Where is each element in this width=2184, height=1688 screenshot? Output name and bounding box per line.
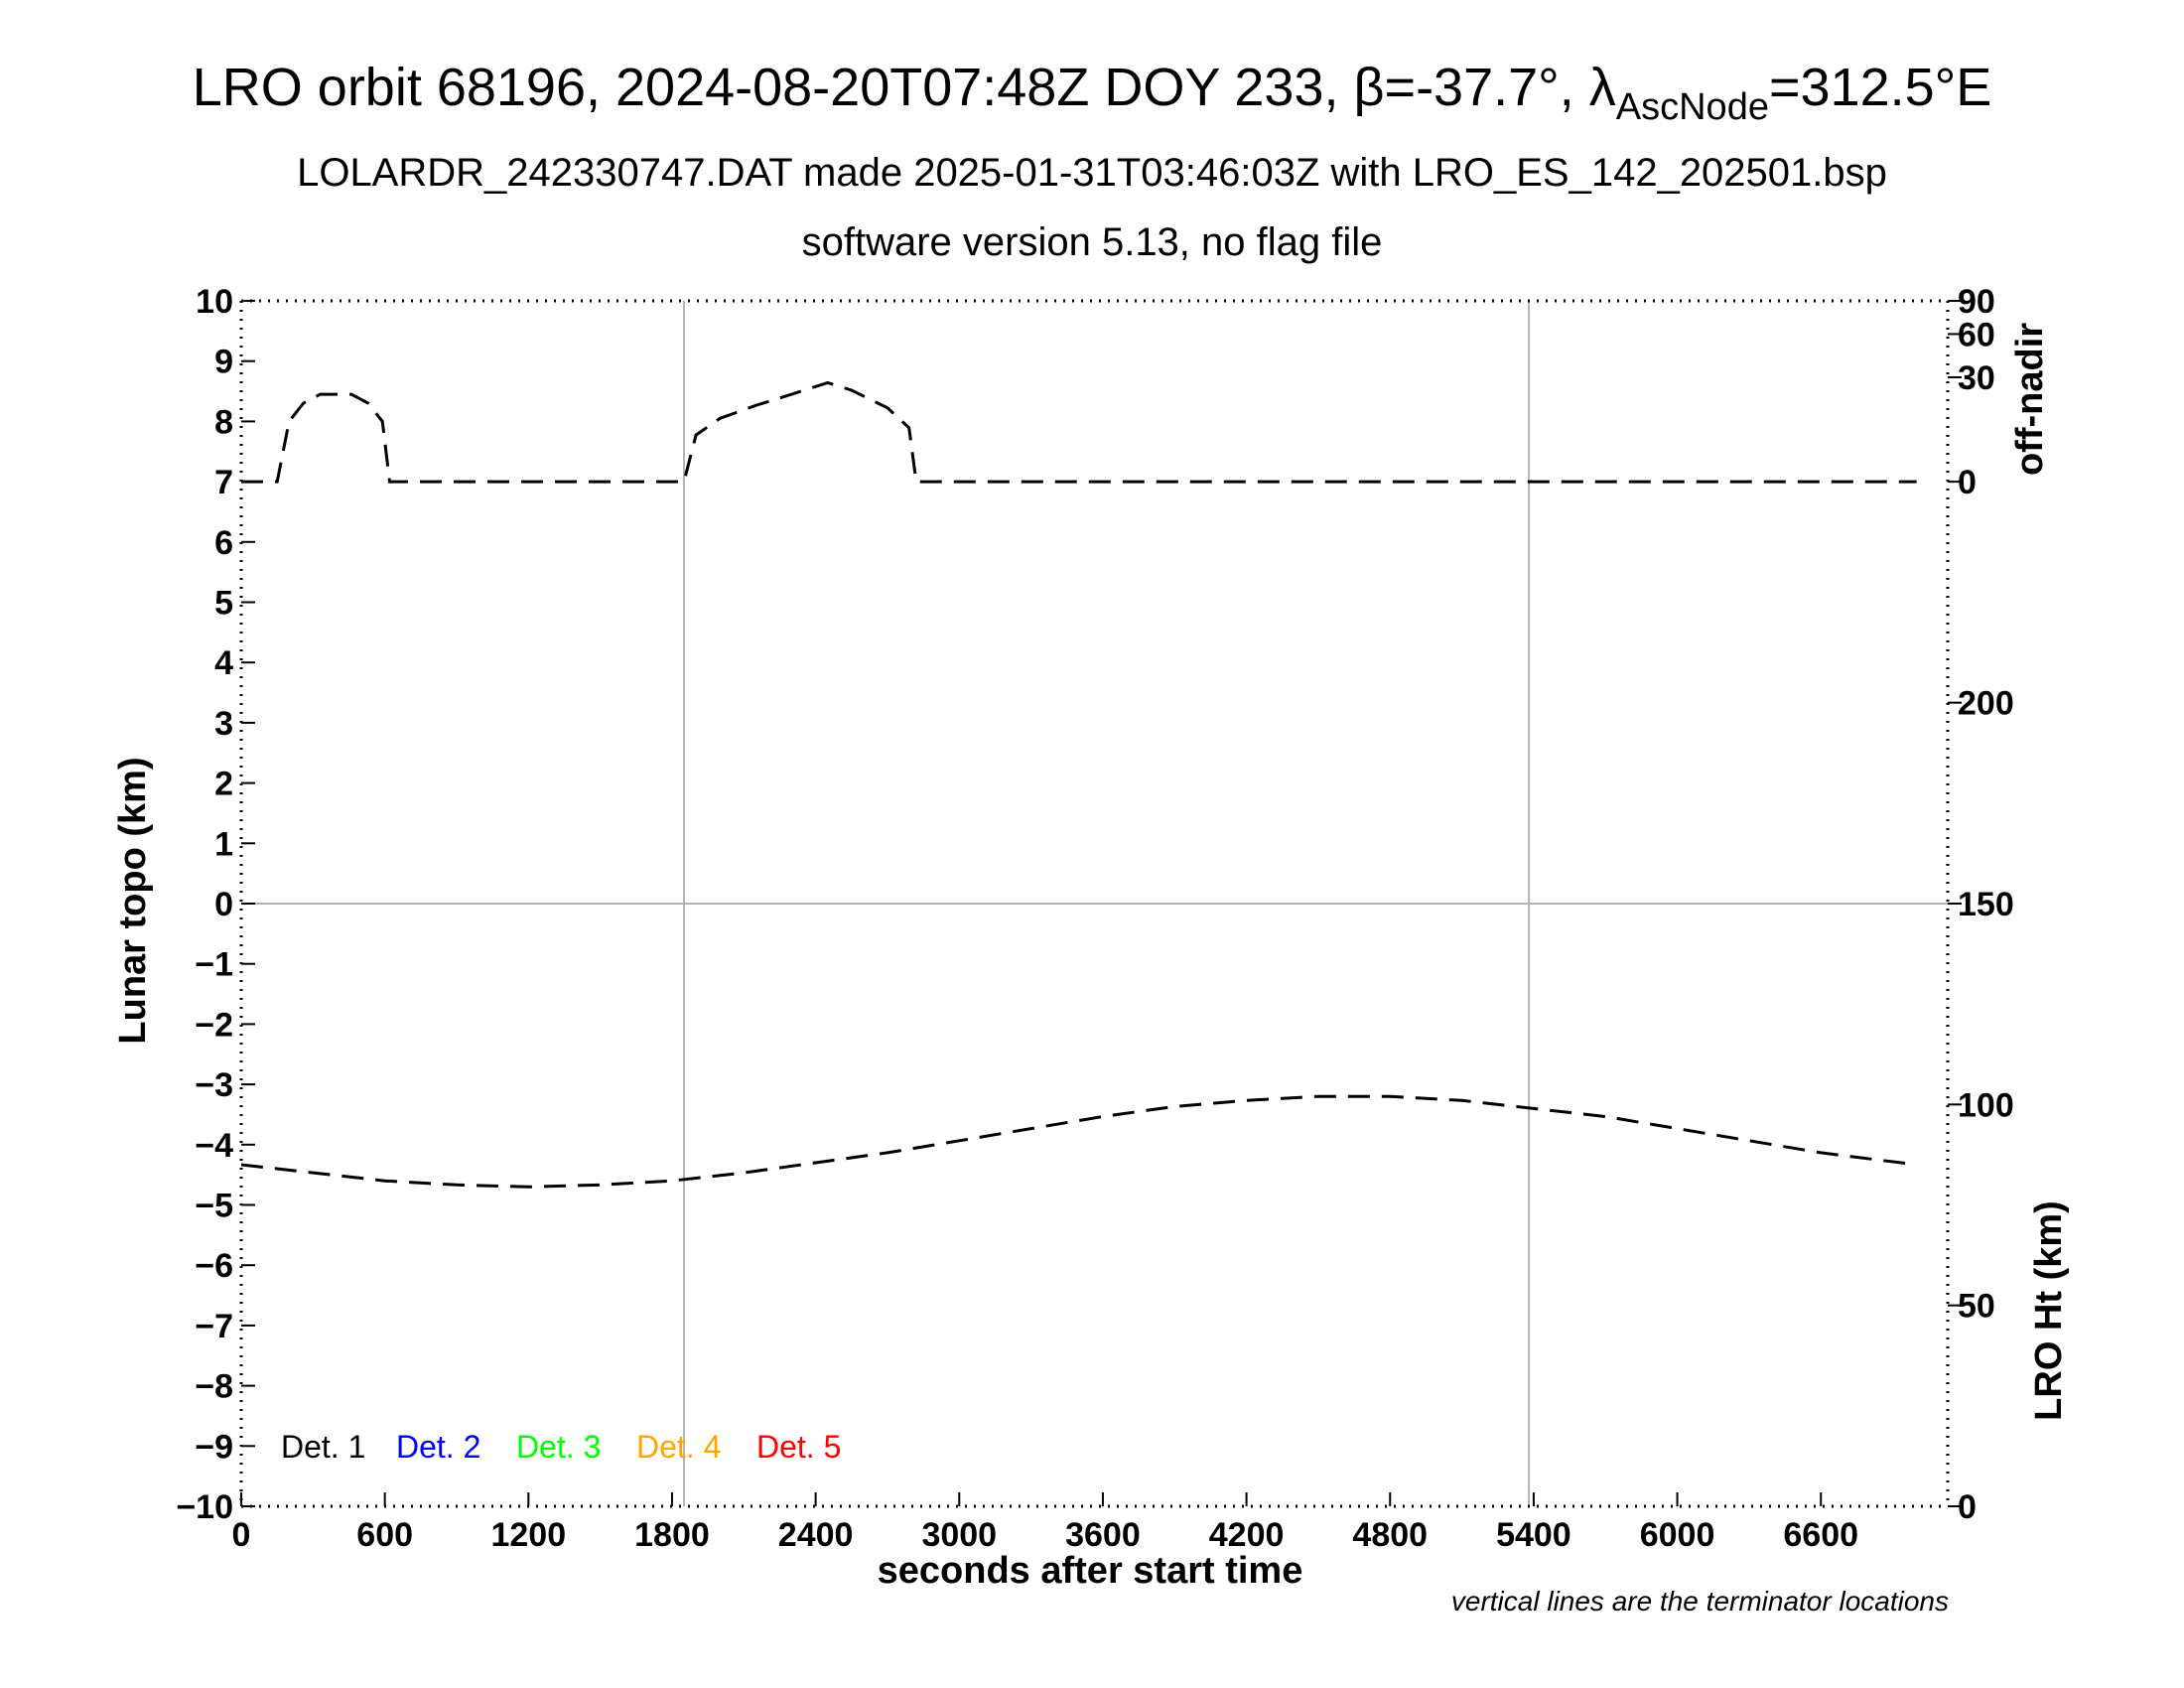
- legend-entry: Det. 2: [396, 1429, 480, 1465]
- x-tick-label: 0: [232, 1516, 251, 1554]
- x-tick-label: 3000: [921, 1516, 997, 1554]
- x-tick-label: 600: [356, 1516, 413, 1554]
- y-tick-label: 1: [214, 825, 233, 863]
- y-tick-label: 9: [214, 344, 233, 381]
- legend-entry: Det. 3: [516, 1429, 601, 1465]
- title-subscript: AscNode: [1616, 86, 1769, 128]
- y-tick-label: −10: [176, 1488, 233, 1526]
- y-tick-label: −7: [195, 1308, 233, 1345]
- y-tick-label: −1: [195, 946, 233, 984]
- chart-subtitle-file: LOLARDR_242330747.DAT made 2025-01-31T03…: [297, 151, 1887, 195]
- off-nadir-line: [241, 380, 1917, 484]
- off-nadir-tick-label: 30: [1958, 359, 1995, 397]
- off-nadir-tick-label: 0: [1958, 464, 1977, 501]
- y2-axis-label-off-nadir: off-nadir: [2009, 323, 2051, 476]
- y-tick-label: 10: [196, 283, 233, 321]
- x-tick-label: 5400: [1496, 1516, 1571, 1554]
- lro-ht-tick-label: 150: [1958, 886, 2014, 923]
- tick-marks: [240, 300, 1962, 1507]
- y-tick-label: 8: [214, 403, 233, 441]
- y-tick-label: −4: [195, 1127, 233, 1165]
- y-axis-label: Lunar topo (km): [112, 757, 154, 1044]
- y-tick-label: −6: [195, 1247, 233, 1285]
- legend-entry: Det. 1: [281, 1429, 365, 1465]
- legend-entry: Det. 5: [756, 1429, 841, 1465]
- plot-frame: [239, 299, 1950, 1508]
- x-tick-label: 6600: [1783, 1516, 1858, 1554]
- title-suffix: =312.5°E: [1769, 58, 1991, 117]
- lro-ht-tick-label: 50: [1958, 1288, 1995, 1326]
- y-tick-label: −5: [195, 1188, 233, 1225]
- lro-height-line: [240, 1094, 1917, 1189]
- lro-ht-tick-label: 200: [1958, 685, 2014, 723]
- grid-lines: [241, 301, 1948, 1506]
- chart-title: LRO orbit 68196, 2024-08-20T07:48Z DOY 2…: [193, 58, 1992, 128]
- x-tick-label: 1800: [634, 1516, 710, 1554]
- y-tick-label: −3: [195, 1066, 233, 1104]
- lro-ht-tick-label: 100: [1958, 1086, 2014, 1124]
- y-tick-label: 3: [214, 705, 233, 743]
- y-tick-label: 0: [214, 886, 233, 923]
- x-axis-label: seconds after start time: [878, 1550, 1303, 1592]
- y-tick-label: −8: [195, 1368, 233, 1406]
- y-tick-label: −9: [195, 1428, 233, 1466]
- y-tick-label: 5: [214, 585, 233, 623]
- x-tick-label: 3600: [1065, 1516, 1141, 1554]
- off-nadir-tick-label: 90: [1958, 283, 1995, 321]
- legend: Det. 1 Det. 2 Det. 3 Det. 4 Det. 5: [281, 1429, 841, 1465]
- terminator-footnote: vertical lines are the terminator locati…: [1451, 1586, 1949, 1617]
- x-tick-label: 4200: [1209, 1516, 1285, 1554]
- y-tick-label: 6: [214, 524, 233, 562]
- off-nadir-tick-label: 60: [1958, 316, 1995, 353]
- legend-entry: Det. 4: [636, 1429, 721, 1465]
- y-tick-label: 4: [214, 644, 233, 682]
- y-tick-label: 2: [214, 766, 233, 803]
- data-series: [240, 380, 1917, 1189]
- lro-ht-tick-label: 0: [1958, 1488, 1977, 1526]
- y-tick-label: −2: [195, 1006, 233, 1044]
- x-tick-label: 4800: [1352, 1516, 1428, 1554]
- y2-axis-label-lro-height: LRO Ht (km): [2028, 1200, 2070, 1421]
- x-tick-labels: 0 600 1200 1800 2400 3000 3600 4200 4800 5400 6000…: [232, 1516, 1859, 1554]
- x-tick-label: 6000: [1640, 1516, 1715, 1554]
- x-tick-label: 1200: [490, 1516, 566, 1554]
- x-tick-label: 2400: [778, 1516, 854, 1554]
- chart-subtitle-version: software version 5.13, no flag file: [802, 220, 1383, 264]
- y-tick-label: 7: [214, 464, 233, 501]
